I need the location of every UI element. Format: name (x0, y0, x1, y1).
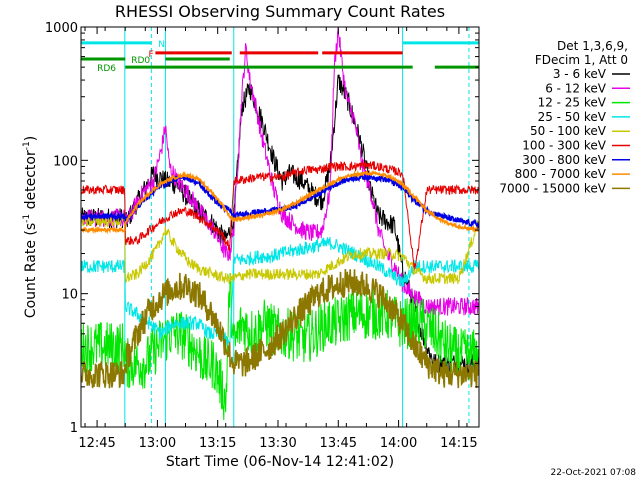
series-line-7000-15000-kev (81, 268, 479, 389)
y-tick-label-3: 1000 (45, 21, 78, 36)
series-line-6-12-kev (81, 27, 479, 316)
legend-label-5: 100 - 300 keV (522, 139, 606, 153)
series-line-50-100-kev (81, 214, 479, 285)
x-tick-label-5: 14:00 (380, 436, 417, 451)
y-tick-label-1: 10 (61, 288, 78, 303)
footer-date: 22-Oct-2021 07:08 (551, 468, 637, 478)
legend-label-0: 3 - 6 keV (553, 67, 607, 81)
flag-label-rd0: RD0 (131, 56, 150, 66)
flag-label-rd6: RD6 (97, 64, 116, 74)
x-tick-label-6: 14:15 (440, 436, 477, 451)
series-line-25-50-kev (81, 236, 479, 347)
x-tick-label-3: 13:30 (259, 436, 296, 451)
legend-label-4: 50 - 100 keV (530, 124, 607, 138)
legend-label-1: 6 - 12 keV (545, 81, 607, 95)
x-tick-label-0: 12:45 (78, 436, 115, 451)
flag-label-n: N (158, 40, 165, 50)
legend-label-8: 7000 - 15000 keV (499, 181, 606, 195)
x-tick-label-1: 13:00 (139, 436, 176, 451)
legend-label-7: 800 - 7000 keV (515, 167, 607, 181)
y-axis: 1 10 100 1000 (45, 21, 479, 436)
y-tick-label-0: 1 (70, 421, 78, 436)
x-tick-label-4: 13:45 (320, 436, 357, 451)
y-axis-label-end: ) (23, 136, 39, 141)
series-line-100-300-kev (81, 159, 479, 270)
y-tick-label-2: 100 (53, 154, 78, 169)
y-axis-label: Count Rate (s-1 detector-1) (22, 136, 39, 318)
y-axis-label-sup2: -1 (22, 141, 32, 150)
legend-label-2: 12 - 25 keV (538, 96, 607, 110)
plot-frame (80, 26, 480, 428)
x-tick-label-2: 13:15 (199, 436, 236, 451)
x-axis-label: Start Time (06-Nov-14 12:41:02) (166, 454, 394, 470)
y-axis-label-mid: detector (23, 150, 39, 214)
legend-label-6: 300 - 800 keV (522, 153, 606, 167)
y-axis-label-main: Count Rate (s (23, 223, 39, 318)
x-axis: 12:45 13:00 13:15 13:30 13:45 14:00 14:15 (78, 27, 478, 451)
series-line-800-7000-kev (81, 169, 479, 235)
legend-header-1: FDecim 1, Att 0 (535, 53, 628, 67)
legend-header-0: Det 1,3,6,9, (557, 39, 628, 53)
flag-label-f: F (149, 50, 154, 60)
y-axis-label-sup1: -1 (22, 214, 32, 223)
legend-label-3: 25 - 50 keV (538, 110, 607, 124)
chart-title: RHESSI Observing Summary Count Rates (115, 2, 445, 21)
